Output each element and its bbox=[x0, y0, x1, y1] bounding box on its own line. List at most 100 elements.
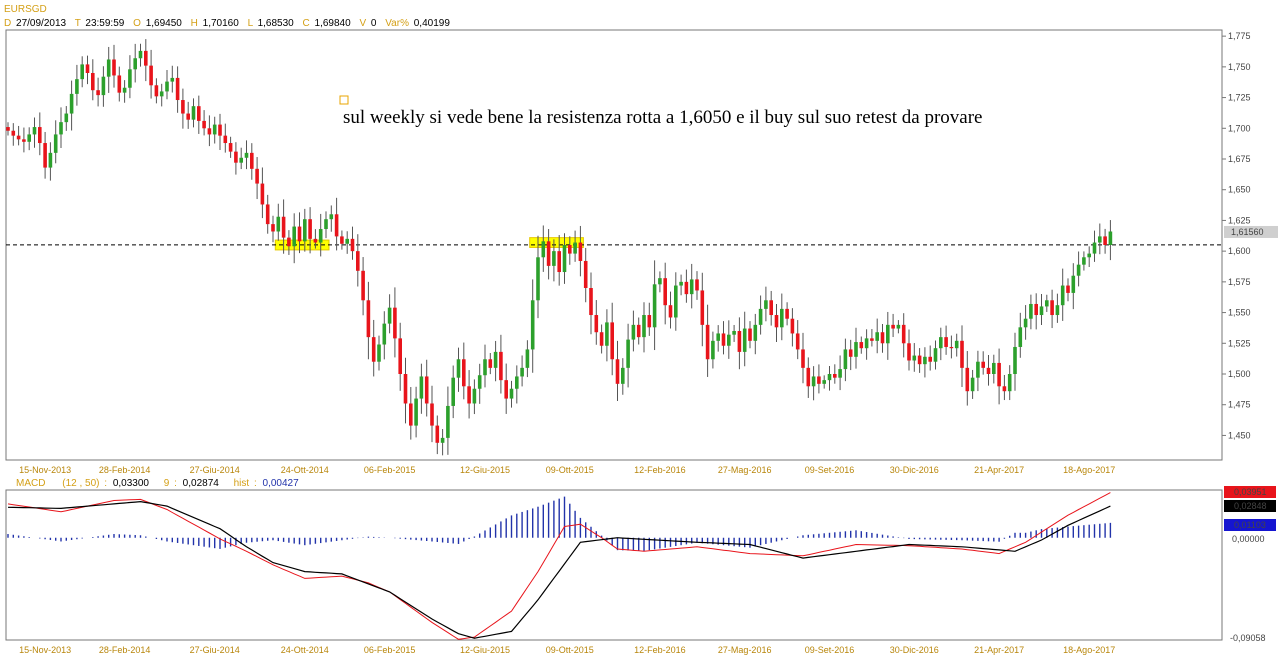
candle-body bbox=[647, 315, 652, 328]
hist-value: 0,00427 bbox=[263, 478, 300, 489]
candle-body bbox=[366, 300, 371, 338]
candle-body bbox=[764, 300, 768, 309]
candle-body bbox=[456, 359, 461, 378]
candle-body bbox=[780, 308, 784, 328]
high-key: H bbox=[191, 18, 198, 29]
date-tick-label: 27-Giu-2014 bbox=[190, 645, 240, 655]
candle-body bbox=[1045, 300, 1049, 307]
candle-body bbox=[530, 300, 535, 350]
candle-body bbox=[785, 308, 789, 319]
date-tick-label: 12-Feb-2016 bbox=[634, 645, 686, 655]
price-axis: 1,450 1,475 1,500 1,525 1,550 1,575 1,600 1,625… bbox=[1222, 31, 1251, 440]
candle-body bbox=[954, 340, 959, 349]
date-tick-label: 28-Feb-2014 bbox=[99, 645, 151, 655]
candle-body bbox=[1018, 327, 1023, 347]
candle-body bbox=[1007, 374, 1012, 392]
candle-body bbox=[6, 127, 10, 131]
candle-body bbox=[250, 152, 254, 169]
macd-zero-label: 0,00000 bbox=[1232, 534, 1265, 544]
candle-body bbox=[303, 219, 307, 242]
candle-body bbox=[509, 388, 514, 399]
candle-body bbox=[218, 124, 222, 136]
candle-body bbox=[318, 229, 323, 243]
date-tick-label: 06-Feb-2015 bbox=[364, 465, 416, 475]
symbol-label: EURSGD bbox=[4, 4, 47, 15]
date-axis-top: 15-Nov-2013 28-Feb-2014 27-Giu-2014 24-Ott-… bbox=[19, 465, 1115, 475]
candle-body bbox=[896, 324, 901, 329]
date-tick-label: 27-Giu-2014 bbox=[190, 465, 240, 475]
open-value: 1,69450 bbox=[146, 18, 183, 29]
date-tick-label: 09-Set-2016 bbox=[805, 465, 855, 475]
candle-body bbox=[822, 380, 826, 384]
candle-body bbox=[753, 324, 758, 341]
time-key: T bbox=[75, 18, 81, 29]
candle-body bbox=[488, 359, 493, 368]
candle-body bbox=[711, 340, 715, 360]
candle-body bbox=[223, 135, 228, 144]
candle-body bbox=[790, 318, 795, 334]
candle-body bbox=[599, 332, 604, 346]
volume-key: V bbox=[359, 18, 366, 29]
candle-body bbox=[742, 328, 747, 352]
candle-body bbox=[101, 76, 106, 96]
date-axis-bottom: 15-Nov-2013 28-Feb-2014 27-Giu-2014 24-Ott-… bbox=[19, 645, 1115, 655]
candle-body bbox=[271, 224, 275, 232]
candle-body bbox=[716, 333, 720, 341]
macd-readout: MACD (12 , 50) : 0,03300 9 : 0,02874 his… bbox=[16, 478, 299, 489]
last-price-box bbox=[1224, 225, 1278, 238]
date-tick-label: 27-Mag-2016 bbox=[718, 645, 772, 655]
price-tick-label: 1,775 bbox=[1228, 31, 1251, 41]
candle-body bbox=[811, 376, 816, 387]
candle-body bbox=[1087, 253, 1091, 258]
candle-body bbox=[64, 113, 69, 123]
candle-body bbox=[695, 279, 699, 291]
candle-body bbox=[472, 388, 477, 404]
date-tick-label: 09-Set-2016 bbox=[805, 645, 855, 655]
candle-body bbox=[308, 219, 312, 239]
candle-body bbox=[313, 238, 318, 243]
candle-body bbox=[912, 355, 917, 361]
candle-body bbox=[795, 333, 800, 350]
candle-body bbox=[48, 152, 53, 168]
candle-body bbox=[22, 139, 26, 142]
date-tick-label: 09-Ott-2015 bbox=[546, 465, 594, 475]
price-tick-label: 1,700 bbox=[1228, 123, 1251, 133]
candle-body bbox=[605, 322, 609, 346]
close-key: C bbox=[303, 18, 310, 29]
candle-body bbox=[350, 238, 355, 252]
date-tick-label: 28-Feb-2014 bbox=[99, 465, 151, 475]
candle-body bbox=[875, 332, 879, 341]
macd-mid-box bbox=[1224, 500, 1276, 512]
candle-body bbox=[939, 337, 943, 349]
candle-body bbox=[96, 90, 100, 96]
open-key: O bbox=[133, 18, 141, 29]
hist-label: hist bbox=[234, 478, 250, 489]
candle-body bbox=[583, 260, 588, 288]
candle-body bbox=[732, 331, 736, 335]
candle-body bbox=[324, 219, 328, 230]
candle-body bbox=[870, 338, 874, 341]
candle-body bbox=[435, 425, 440, 443]
candle-body bbox=[493, 351, 498, 368]
candle-body bbox=[91, 73, 95, 91]
candle-body bbox=[594, 315, 599, 333]
candle-body bbox=[334, 214, 339, 237]
candle-body bbox=[642, 315, 646, 338]
date-tick-label: 21-Apr-2017 bbox=[974, 645, 1024, 655]
macd-title: MACD bbox=[16, 478, 45, 489]
candle-body bbox=[329, 214, 334, 220]
macd-hist-label: 0,01103 bbox=[1234, 520, 1266, 530]
candle-body bbox=[674, 285, 678, 318]
candle-body bbox=[403, 374, 408, 404]
time-value: 23:59:59 bbox=[85, 18, 124, 29]
candle-body bbox=[1066, 285, 1070, 293]
candle-body bbox=[122, 87, 127, 93]
date-tick-label: 24-Ott-2014 bbox=[281, 645, 329, 655]
candle-body bbox=[1108, 231, 1113, 245]
candle-body bbox=[462, 359, 466, 387]
candle-body bbox=[175, 77, 180, 101]
candle-body bbox=[859, 342, 864, 349]
candle-body bbox=[562, 245, 567, 273]
candlesticks bbox=[6, 39, 1113, 456]
